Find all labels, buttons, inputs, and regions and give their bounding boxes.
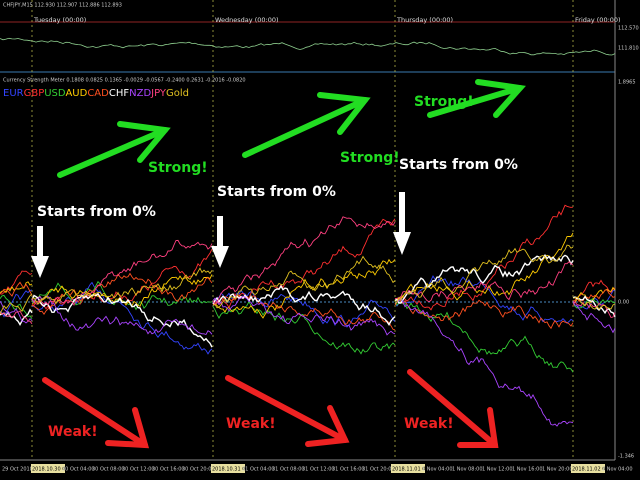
legend-entry: GBP [24, 88, 45, 99]
symbol-info: CHFJPY,M15 112.930 112.907 112.886 112.8… [3, 3, 122, 9]
strength-line [0, 300, 33, 324]
time-label: 30 Oct 16:00 [152, 467, 185, 473]
price-label: 112.570 [618, 26, 639, 32]
time-highlight [571, 464, 605, 473]
strength-line [31, 267, 213, 305]
time-label: 2018.11.02 00:00 [572, 467, 617, 473]
time-label: 1 Nov 08:00 [452, 467, 483, 473]
annotation-weak: Weak! [226, 416, 276, 432]
time-label: 31 Oct 08:00 [272, 467, 305, 473]
time-label: 2018.11.01 00:00 [392, 467, 437, 473]
annotation-starts: Starts from 0% [217, 184, 336, 200]
arrows [31, 79, 526, 449]
legend-entry: USD [44, 88, 66, 99]
strength-line [572, 301, 616, 334]
strength-line [31, 274, 213, 307]
indicator-title: Currency Strength Meter 0.1808 0.0825 0.… [3, 78, 246, 84]
legend-entry: Gold [166, 88, 189, 99]
time-label: 30 Oct 20:00 [182, 467, 215, 473]
time-label: 31 Oct 12:00 [302, 467, 335, 473]
strength-lines [0, 204, 616, 427]
strength-line [394, 261, 574, 303]
day-label: Friday (00:00) [575, 16, 621, 24]
legend-entry: EUR [3, 88, 24, 99]
strength-line [394, 297, 574, 427]
time-label: 29 Oct 2018 [2, 467, 33, 473]
time-label: 30 Oct 08:00 [92, 467, 125, 473]
strength-line [31, 248, 213, 311]
strength-line [572, 286, 616, 304]
strength-line [31, 292, 213, 348]
strength-line [0, 310, 33, 325]
strength-line [394, 296, 574, 330]
day-separators: Tuesday (00:00) Wednesday (00:00) Thursday… [0, 0, 621, 460]
time-label: 1 Nov 04:00 [422, 467, 453, 473]
annotation-strong: Strong! [340, 150, 400, 166]
strength-line [572, 290, 616, 310]
axis-label: -1.346 [618, 454, 634, 460]
strength-line [212, 295, 396, 336]
strength-line [212, 216, 396, 306]
legend-entry: CHF [109, 88, 130, 99]
time-label: 1 Nov 16:00 [512, 467, 543, 473]
annotation-weak: Weak! [404, 416, 454, 432]
strength-line [31, 295, 213, 336]
legend-entry: AUD [65, 88, 87, 99]
strength-line [0, 293, 33, 315]
strength-line [394, 244, 574, 304]
axis-label: 1.8965 [618, 80, 636, 86]
strength-line [572, 296, 616, 310]
strength-line [31, 281, 213, 355]
strength-line [31, 272, 213, 316]
legend: EURGBPUSDAUDCADCHFNZDJPYGold [3, 88, 189, 99]
strength-line [0, 281, 33, 297]
time-label: 31 Oct 16:00 [332, 467, 365, 473]
day-label: Thursday (00:00) [396, 16, 453, 24]
strength-line [31, 239, 213, 307]
legend-entry: CAD [87, 88, 109, 99]
strength-line [572, 298, 616, 309]
strength-line [212, 284, 396, 326]
time-label: 30 Oct 04:00 [62, 467, 95, 473]
time-highlight [31, 464, 65, 473]
strength-line [212, 218, 396, 309]
strength-line [572, 279, 616, 306]
strength-line [212, 255, 396, 309]
annotation-weak: Weak! [48, 424, 98, 440]
strength-line [394, 232, 574, 302]
time-label: 2018.10.30 00:00 [32, 467, 77, 473]
day-label: Tuesday (00:00) [33, 16, 86, 24]
time-label: 30 Oct 12:00 [122, 467, 155, 473]
time-label: 2 Nov 04:00 [602, 467, 633, 473]
legend-entry: JPY [150, 88, 167, 99]
annotation-strong: Strong! [148, 160, 208, 176]
strength-line [572, 301, 616, 319]
annotation-starts: Starts from 0% [37, 204, 156, 220]
time-label: 1 Nov 12:00 [482, 467, 513, 473]
day-label: Wednesday (00:00) [215, 16, 279, 24]
annotation-starts: Starts from 0% [399, 157, 518, 173]
strength-line [572, 295, 616, 318]
time-label: 2018.10.31 00:00 [212, 467, 257, 473]
time-highlight [391, 464, 425, 473]
legend-entry: NZD [129, 88, 151, 99]
time-label: 31 Oct 04:00 [242, 467, 275, 473]
axis-label: 0.00 [618, 300, 629, 306]
time-label: 1 Nov 20:00 [542, 467, 573, 473]
annotation-strong: Strong! [414, 94, 474, 110]
time-highlight [211, 464, 245, 473]
time-label: 31 Oct 20:00 [362, 467, 395, 473]
price-label: 111.810 [618, 46, 639, 52]
strength-line [394, 253, 574, 304]
price-chart [0, 37, 616, 56]
strength-line [394, 204, 574, 311]
